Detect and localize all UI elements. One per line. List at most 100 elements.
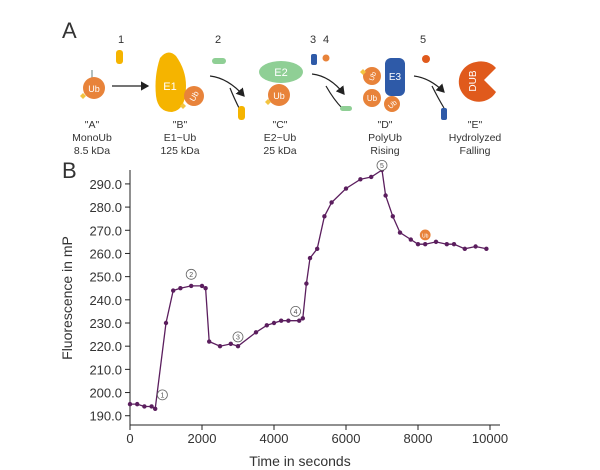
data-point	[127, 401, 133, 407]
y-tick-label: 200.0	[89, 386, 122, 401]
species-name: E2~Ub	[264, 132, 297, 144]
panel-label-a: A	[62, 18, 77, 43]
e2-ub-species: E2 Ub	[259, 61, 303, 106]
species-name: MonoUb	[72, 132, 112, 144]
data-point	[207, 339, 212, 344]
dub-label: DUB	[468, 70, 479, 91]
released-e3-icon	[441, 108, 447, 120]
step-marker-label: 5	[380, 163, 384, 170]
step-number: 4	[323, 34, 329, 46]
data-point	[390, 214, 395, 219]
y-tick-label: 220.0	[89, 339, 122, 354]
data-point	[444, 241, 449, 247]
data-point	[415, 241, 421, 247]
dub-species: DUB	[458, 61, 496, 102]
polyub-species: E3 Ub Ub Ub	[360, 58, 405, 112]
step-marker-label: 2	[189, 272, 193, 279]
step-marker	[185, 268, 197, 280]
data-point	[235, 343, 241, 349]
monoub-species: Ub	[80, 70, 105, 99]
species-detail: 125 kDa	[160, 145, 199, 157]
x-tick-label: 10000	[472, 431, 508, 446]
reaction-arrow	[413, 75, 445, 93]
y-tick-label: 230.0	[89, 316, 122, 331]
panel-label-b: B	[62, 158, 77, 183]
step-number: 1	[118, 34, 124, 46]
step-marker	[156, 389, 168, 401]
data-point	[171, 288, 176, 293]
reagent-icon	[422, 55, 430, 63]
x-tick-label: 8000	[404, 431, 433, 446]
y-tick-label: 190.0	[89, 409, 122, 424]
data-point	[423, 241, 428, 247]
fluorescence-chart: 190.0 200.0 210.0 220.0 230.0 240.0 250.0 260.0…	[59, 159, 508, 469]
step-number: 3	[310, 34, 316, 46]
e1-label: E1	[163, 81, 176, 93]
y-tick-label: 290.0	[89, 177, 122, 192]
x-tick-label: 2000	[188, 431, 217, 446]
step-marker-label: 1	[160, 392, 164, 399]
ub-marker	[419, 229, 431, 241]
species-detail: Falling	[460, 145, 491, 157]
data-point	[358, 177, 363, 182]
data-point	[462, 246, 467, 252]
reaction-arrow	[311, 73, 345, 95]
data-point	[142, 404, 147, 409]
step-marker	[376, 159, 388, 171]
data-point	[199, 283, 205, 289]
species-name: Hydrolyzed	[449, 132, 502, 144]
data-point	[264, 323, 269, 328]
ub-label: Ub	[369, 71, 379, 82]
step-number: 2	[215, 34, 221, 46]
data-point	[253, 330, 259, 335]
data-point	[408, 237, 413, 242]
reagent-icon	[212, 58, 226, 64]
reagent-icon	[322, 54, 330, 62]
x-tick-label: 6000	[332, 431, 361, 446]
data-point	[383, 193, 388, 198]
y-tick-label: 210.0	[89, 362, 122, 377]
data-point	[163, 320, 169, 326]
data-point	[279, 318, 284, 323]
y-tick-label: 250.0	[89, 270, 122, 285]
species-detail: Rising	[370, 145, 399, 157]
data-point	[473, 244, 478, 249]
release-arrow	[431, 85, 445, 109]
x-axis-label: Time in seconds	[249, 453, 350, 469]
species-letter: "D"	[377, 119, 392, 131]
data-point	[433, 239, 439, 245]
data-point	[307, 255, 313, 261]
data-point	[217, 343, 223, 349]
species-name: E1~Ub	[164, 132, 197, 144]
ub-label: Ub	[367, 94, 378, 103]
y-tick-label: 240.0	[89, 293, 122, 308]
data-point	[297, 318, 302, 323]
species-letter: "E"	[468, 119, 483, 131]
data-point	[228, 341, 233, 347]
data-point	[343, 186, 349, 191]
y-tick-label: 280.0	[89, 200, 122, 215]
step-marker	[232, 331, 244, 343]
y-axis-label: Fluorescence in mP	[59, 236, 75, 360]
species-detail: 25 kDa	[263, 145, 296, 157]
e2-label: E2	[274, 67, 287, 79]
data-point	[271, 320, 277, 326]
y-tick-label: 260.0	[89, 246, 122, 261]
data-point	[153, 406, 158, 411]
ub-label: Ub	[88, 84, 100, 94]
e1-ub-species: E1 Ub	[155, 52, 204, 112]
release-arrow	[229, 87, 241, 111]
step-marker-label: Ub	[422, 233, 429, 239]
data-point	[397, 230, 403, 235]
e3-label: E3	[389, 72, 402, 83]
reagent-icon	[116, 50, 123, 64]
data-point	[369, 174, 374, 180]
data-point	[189, 283, 194, 289]
species-letter: "C"	[272, 119, 287, 131]
fluorophore-icon	[80, 93, 86, 99]
data-point	[329, 200, 334, 205]
released-e2-icon	[340, 106, 352, 111]
fluorophore-icon	[265, 99, 271, 105]
data-point	[484, 246, 489, 252]
